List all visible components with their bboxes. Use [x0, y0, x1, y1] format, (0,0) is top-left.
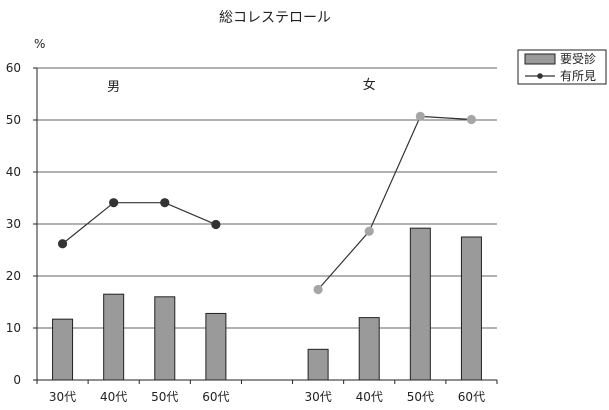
labels: 0 10 20 30 40 50 60 30代 40代 50代 60代 男 30代 40代 50代 60代 女	[6, 61, 485, 404]
chart-title: 総コレステロール	[219, 10, 331, 26]
point-female-60s	[466, 114, 477, 125]
legend: 要受診 有所見	[517, 49, 607, 85]
y-tick-label: 60	[6, 61, 21, 75]
bars	[52, 227, 482, 381]
legend-label-bar: 要受診	[560, 51, 596, 66]
x-tick-label: 60代	[202, 390, 229, 404]
legend-bar-swatch	[524, 53, 556, 65]
y-tick-label: 40	[6, 165, 21, 179]
bar-female-50s	[409, 227, 431, 381]
point-female-50s	[415, 111, 425, 121]
x-tick-label: 30代	[304, 390, 331, 404]
x-tick-label: 40代	[100, 390, 127, 404]
bar-female-60s	[460, 236, 482, 381]
bar-male-40s	[103, 293, 125, 381]
lines	[57, 111, 477, 295]
y-tick-label: 20	[6, 269, 21, 283]
line-female	[317, 115, 472, 290]
x-tick-label: 40代	[356, 390, 383, 404]
x-tick-label: 50代	[151, 390, 178, 404]
bar-male-50s	[154, 296, 176, 381]
bar-male-60s	[205, 312, 227, 381]
bar-female-40s	[358, 317, 380, 381]
bar-male-30s	[52, 318, 74, 381]
legend-box	[517, 49, 607, 85]
point-female-40s	[364, 226, 374, 236]
group-label-male: 男	[107, 80, 120, 95]
y-tick-label: 50	[6, 113, 21, 127]
x-tick-label: 30代	[49, 390, 76, 404]
y-tick-label: 30	[6, 217, 21, 231]
point-male-60s	[211, 219, 221, 230]
line-male	[62, 202, 217, 245]
point-male-50s	[160, 198, 170, 208]
legend-line-marker	[537, 73, 543, 79]
y-tick-label: 0	[13, 373, 21, 387]
legend-label-line: 有所見	[560, 69, 596, 83]
x-tick-label: 50代	[407, 390, 434, 404]
x-tick-label: 60代	[458, 390, 485, 404]
point-male-30s	[57, 239, 68, 249]
bar-female-30s	[307, 348, 329, 381]
point-male-40s	[109, 198, 119, 208]
y-unit-label: %	[34, 37, 45, 51]
y-tick-label: 10	[6, 321, 21, 335]
point-female-30s	[313, 284, 323, 295]
group-label-female: 女	[363, 77, 376, 93]
